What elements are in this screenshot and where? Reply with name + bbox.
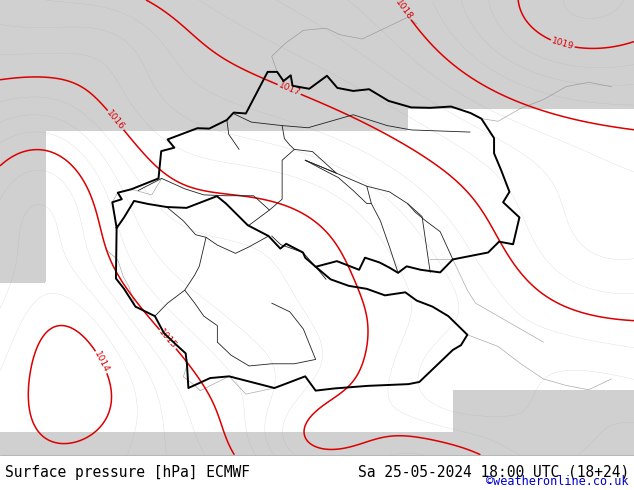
Text: 1014: 1014 [93,350,111,374]
Text: Surface pressure [hPa] ECMWF: Surface pressure [hPa] ECMWF [5,465,250,480]
Text: 1016: 1016 [105,108,127,132]
Text: 1019: 1019 [550,37,575,52]
Text: 1017: 1017 [277,81,302,98]
Text: 1018: 1018 [393,0,414,22]
Text: 1015: 1015 [157,327,179,351]
Text: ©weatheronline.co.uk: ©weatheronline.co.uk [486,475,629,488]
Text: Sa 25-05-2024 18:00 UTC (18+24): Sa 25-05-2024 18:00 UTC (18+24) [358,465,629,480]
